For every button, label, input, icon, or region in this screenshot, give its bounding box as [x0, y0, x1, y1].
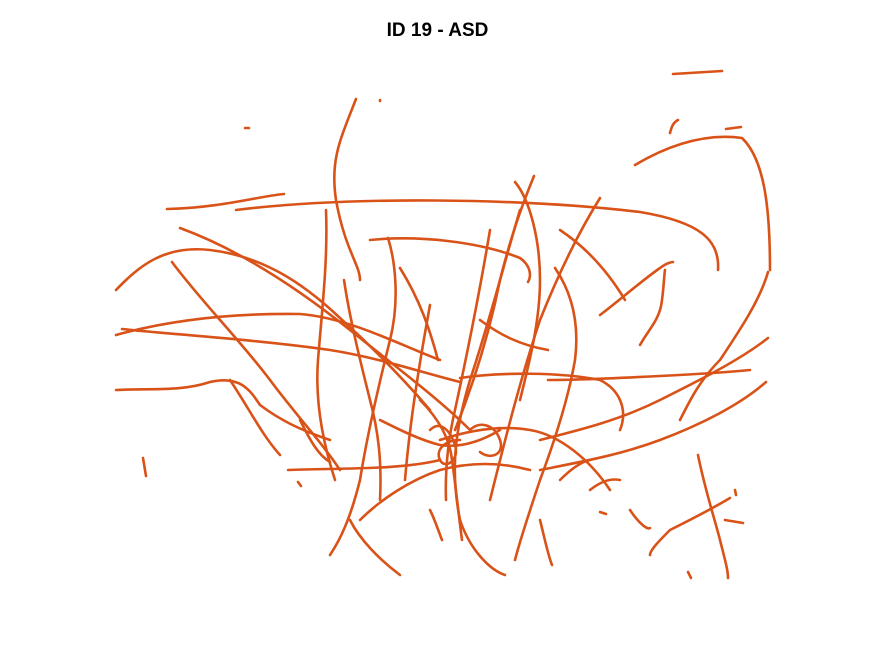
trajectory-trace-24: [488, 196, 602, 502]
trajectory-trace-47: [468, 423, 503, 457]
trajectory-trace-6: [668, 118, 680, 135]
trajectory-trace-48: [538, 518, 554, 567]
trajectory-trace-1: [165, 192, 286, 211]
trajectory-trace-30: [648, 496, 732, 557]
trajectory-trace-26: [633, 135, 772, 272]
trajectory-trace-46: [428, 424, 462, 466]
trajectory-trace-10: [120, 327, 462, 384]
trajectory-trace-41: [438, 426, 612, 492]
trajectory-trace-23: [513, 180, 542, 402]
trajectory-trace-13: [178, 226, 472, 432]
trajectory-trace-38: [733, 488, 738, 497]
trajectory-trace-58: [298, 418, 332, 464]
trajectory-trace-29: [538, 380, 768, 472]
trajectory-trace-49: [558, 458, 592, 482]
trajectory-trace-22: [453, 174, 536, 432]
trajectory-trace-15: [141, 456, 148, 478]
trajectory-trace-25: [513, 266, 578, 562]
trajectory-trace-14: [228, 378, 282, 457]
trajectory-trace-28: [538, 336, 770, 442]
trajectory-trace-27: [678, 270, 770, 422]
trajectory-trace-36: [598, 510, 608, 516]
trajectory-trace-35: [686, 570, 693, 580]
trajectory-trace-21: [453, 208, 522, 577]
trajectory-trace-59: [428, 508, 444, 542]
trajectory-trace-31: [696, 453, 730, 580]
trajectory-trace-9: [114, 312, 442, 362]
trajectory-trace-56: [342, 278, 382, 502]
trajectory-trace-37: [628, 508, 652, 530]
trajectory-trace-7: [724, 125, 743, 131]
trajectory-trace-45: [378, 418, 502, 447]
figure-title: ID 19 - ASD: [386, 20, 489, 41]
trajectory-trace-40: [458, 372, 625, 432]
trajectory-trace-53: [558, 228, 627, 302]
trajectory-traces: [114, 69, 772, 580]
trajectory-trace-16: [286, 458, 442, 472]
trajectory-trace-11: [114, 379, 332, 442]
trajectory-trace-57: [316, 208, 337, 482]
trajectory-trace-43: [348, 518, 402, 577]
trajectory-trace-55: [444, 228, 492, 502]
trajectory-trace-12: [170, 260, 342, 472]
trajectory-trace-51: [368, 237, 532, 284]
trajectory-trace-54: [478, 318, 550, 352]
trajectory-trace-34: [723, 518, 745, 525]
trajectory-trace-20: [328, 236, 397, 557]
trajectory-trace-5: [671, 69, 724, 76]
trajectory-trace-52: [398, 266, 440, 362]
trajectory-trace-33: [598, 260, 675, 317]
trajectory-trace-2: [234, 199, 720, 272]
trajectory-trace-17: [296, 480, 303, 488]
trajectory-trace-32: [638, 268, 667, 347]
trajectory-trace-39: [546, 368, 752, 382]
trajectory-trace-42: [358, 462, 532, 522]
trajectory-trace-50: [588, 478, 622, 492]
trajectory-trace-3: [332, 97, 362, 282]
